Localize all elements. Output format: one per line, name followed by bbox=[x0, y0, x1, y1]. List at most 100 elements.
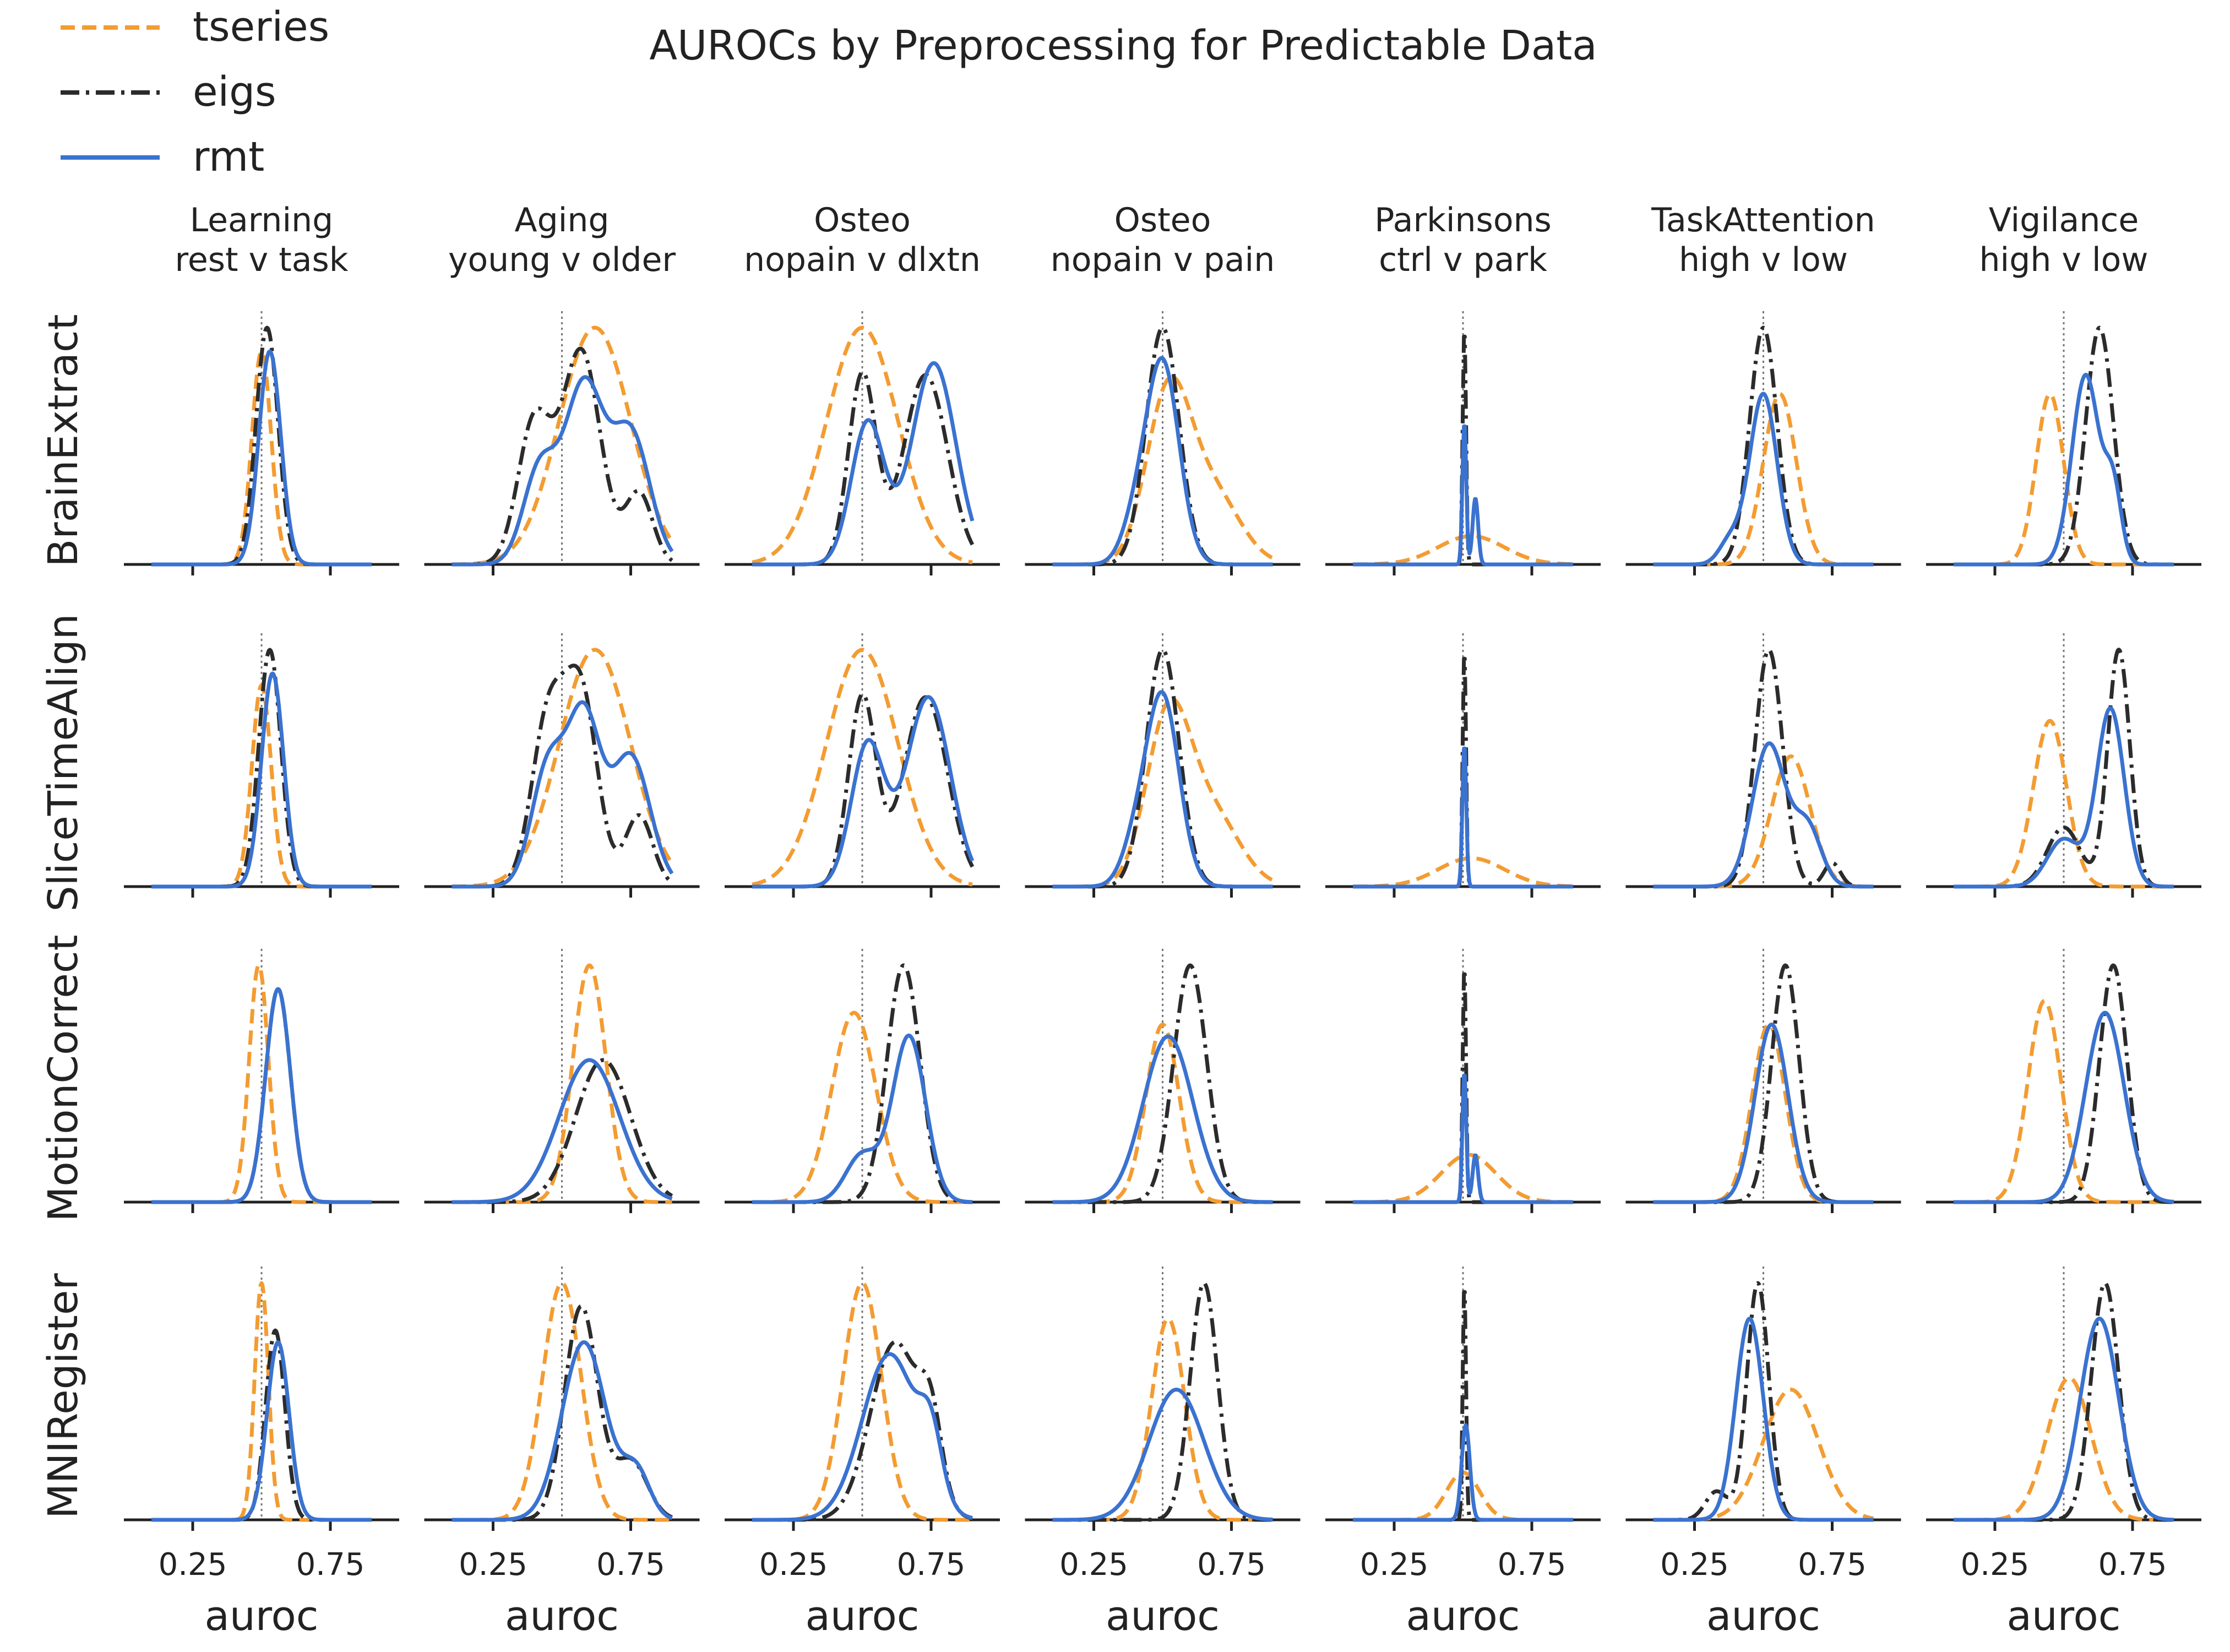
column-title-line2: young v older bbox=[448, 241, 676, 279]
panel bbox=[124, 949, 399, 1213]
legend: tseries eigs rmt bbox=[61, 3, 329, 181]
density-curve-eigs bbox=[450, 346, 673, 567]
panel bbox=[424, 311, 700, 575]
density-curve-rmt bbox=[1952, 1010, 2175, 1204]
x-tick-label: 0.25 bbox=[759, 1547, 828, 1583]
panel: 0.25 0.75 auroc bbox=[1025, 1267, 1301, 1640]
density-curve-rmt bbox=[1652, 1317, 1875, 1522]
panel bbox=[1625, 311, 1901, 575]
panel bbox=[1926, 633, 2201, 898]
density-curve-tseries bbox=[751, 1010, 973, 1204]
density-curve-eigs bbox=[1652, 963, 1875, 1204]
x-tick-label: 0.25 bbox=[1660, 1547, 1729, 1583]
panels: 0.25 0.75 auroc 0.25 0.75 auroc 0.25 0.75 auroc 0… bbox=[124, 311, 2201, 1640]
column-title-line2: nopain v dlxtn bbox=[744, 241, 981, 279]
density-curve-tseries bbox=[1352, 534, 1574, 567]
column-title-line1: Osteo bbox=[1114, 201, 1211, 240]
column-title-line2: high v low bbox=[1979, 241, 2149, 279]
row-labels: BrainExtract SliceTimeAlign MotionCorrect M… bbox=[40, 314, 87, 1518]
density-curve-tseries bbox=[1952, 999, 2175, 1204]
density-curve-eigs bbox=[1952, 325, 2175, 567]
x-tick-label: 0.25 bbox=[1961, 1547, 2030, 1583]
x-tick-label: 0.75 bbox=[596, 1547, 665, 1583]
x-axis-label: auroc bbox=[1406, 1593, 1520, 1640]
x-axis-label: auroc bbox=[2006, 1593, 2120, 1640]
panel: 0.25 0.75 auroc bbox=[1926, 1267, 2201, 1640]
panel bbox=[1325, 633, 1601, 898]
density-curve-tseries bbox=[1051, 1317, 1274, 1522]
density-curve-eigs bbox=[1952, 648, 2175, 889]
legend-label-rmt: rmt bbox=[193, 133, 264, 181]
panel: 0.25 0.75 auroc bbox=[1325, 1267, 1601, 1640]
density-curve-rmt bbox=[1652, 741, 1875, 889]
panel: 0.25 0.75 auroc bbox=[424, 1267, 700, 1640]
column-title-line1: Learning bbox=[190, 201, 333, 240]
density-curve-rmt bbox=[450, 375, 674, 567]
x-tick-label: 0.25 bbox=[459, 1547, 527, 1583]
density-curve-tseries bbox=[751, 648, 973, 887]
panel bbox=[1025, 633, 1301, 898]
x-tick-label: 0.75 bbox=[296, 1547, 365, 1583]
column-title-line1: TaskAttention bbox=[1651, 201, 1875, 240]
density-curve-rmt bbox=[150, 1340, 373, 1522]
density-curve-eigs bbox=[1652, 325, 1875, 567]
density-curve-eigs bbox=[1051, 325, 1274, 567]
density-curve-tseries bbox=[1051, 374, 1274, 567]
chart-title: AUROCs by Preprocessing for Predictable … bbox=[649, 22, 1597, 69]
density-curve-eigs bbox=[1352, 1290, 1574, 1522]
density-curve-rmt bbox=[1952, 706, 2175, 889]
density-curve-tseries bbox=[751, 325, 973, 564]
x-axis-label: auroc bbox=[1106, 1593, 1220, 1640]
legend-label-eigs: eigs bbox=[193, 68, 276, 116]
density-curve-tseries bbox=[450, 1281, 673, 1522]
x-tick-label: 0.75 bbox=[1498, 1547, 1567, 1583]
density-curve-tseries bbox=[1952, 719, 2175, 889]
x-tick-label: 0.75 bbox=[1798, 1547, 1867, 1583]
panel bbox=[1625, 949, 1901, 1213]
x-axis-label: auroc bbox=[805, 1593, 919, 1640]
density-curve-tseries bbox=[150, 683, 373, 889]
x-tick-label: 0.25 bbox=[159, 1547, 227, 1583]
density-curve-rmt bbox=[1051, 690, 1274, 889]
density-curve-rmt bbox=[1352, 746, 1574, 889]
density-curve-tseries bbox=[751, 1281, 973, 1522]
row-label: MNIRegister bbox=[40, 1273, 87, 1519]
x-axis-label: auroc bbox=[1706, 1593, 1820, 1640]
density-curve-eigs bbox=[1652, 648, 1875, 889]
panel bbox=[1025, 311, 1301, 575]
density-curve-eigs bbox=[150, 325, 373, 567]
density-curve-eigs bbox=[150, 1328, 373, 1522]
panel bbox=[725, 311, 1000, 575]
panel bbox=[1025, 949, 1301, 1213]
density-curve-rmt bbox=[1952, 1317, 2175, 1522]
column-title-line1: Parkinsons bbox=[1374, 201, 1552, 240]
density-curve-rmt bbox=[450, 1340, 673, 1522]
density-curve-rmt bbox=[1652, 392, 1875, 567]
column-title-line2: ctrl v park bbox=[1379, 241, 1547, 279]
density-curve-tseries bbox=[1051, 1023, 1274, 1204]
panel: 0.25 0.75 auroc bbox=[1625, 1267, 1901, 1640]
density-curve-tseries bbox=[1652, 1388, 1875, 1522]
panel bbox=[1926, 949, 2201, 1213]
density-curve-tseries bbox=[150, 963, 373, 1204]
density-curve-rmt bbox=[1652, 1023, 1875, 1204]
panel bbox=[424, 633, 700, 898]
panel bbox=[1625, 633, 1901, 898]
density-curve-rmt bbox=[1352, 1073, 1574, 1204]
x-tick-label: 0.75 bbox=[897, 1547, 966, 1583]
panel bbox=[1325, 311, 1601, 575]
column-title-line1: Vigilance bbox=[1989, 201, 2139, 240]
density-curve-rmt bbox=[751, 695, 975, 889]
panel bbox=[725, 633, 1000, 898]
row-label: BrainExtract bbox=[40, 314, 87, 567]
panel: 0.25 0.75 auroc bbox=[725, 1267, 1000, 1640]
density-curve-rmt bbox=[1952, 373, 2175, 567]
density-curve-rmt bbox=[1352, 424, 1574, 567]
density-curve-rmt bbox=[751, 361, 975, 567]
density-curve-rmt bbox=[751, 1352, 973, 1522]
density-curve-rmt bbox=[751, 1033, 973, 1204]
panel bbox=[725, 949, 1000, 1213]
density-curve-rmt bbox=[1051, 1034, 1274, 1204]
